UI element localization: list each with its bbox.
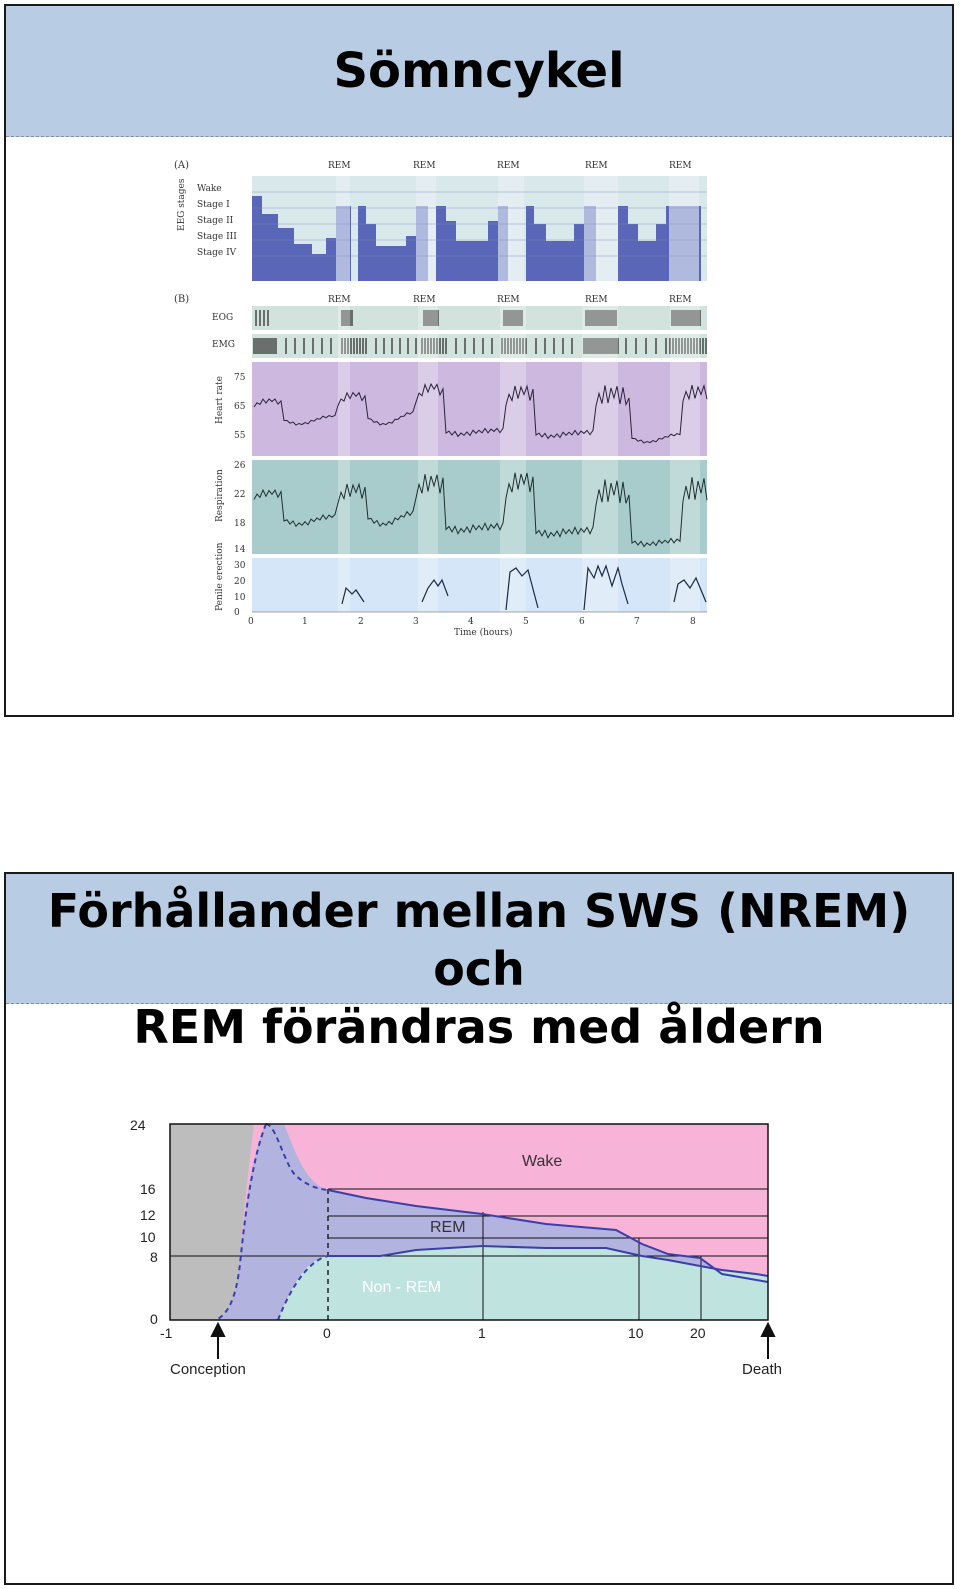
slide-title-line-1: Förhållander mellan SWS (NREM) och	[47, 884, 911, 996]
emg-trace	[252, 334, 707, 358]
heart-rate-tick: 75	[234, 373, 246, 383]
x-tick: 10	[628, 1325, 644, 1341]
time-tick: 6	[579, 617, 585, 627]
sleep-age-chart: Wake REM Non - REM 24 16 12 10 8 0 -1 0 …	[130, 1117, 782, 1378]
penile-tick: 0	[234, 608, 240, 618]
respiration-label: Respiration	[215, 469, 225, 522]
slide-sleep-cycle: Sömncykel (A) REM REM REM REM REM EEG st…	[4, 4, 954, 717]
y-tick: 10	[140, 1229, 156, 1245]
rem-label: REM	[413, 295, 436, 305]
penile-tick: 20	[234, 577, 246, 587]
panel-a-label: (A)	[174, 160, 189, 171]
y-tick: 12	[140, 1207, 156, 1223]
time-tick: 1	[302, 617, 308, 627]
hypnogram	[252, 176, 707, 281]
respiration-tick: 14	[234, 545, 246, 555]
heart-rate-tick: 55	[234, 431, 246, 441]
respiration-tick: 18	[234, 519, 246, 529]
prenatal-region	[170, 1124, 254, 1320]
rem-shading	[338, 306, 700, 612]
heart-rate-label: Heart rate	[215, 376, 225, 424]
y-tick: 24	[130, 1117, 146, 1133]
x-tick: -1	[160, 1325, 173, 1341]
rem-label: REM	[669, 161, 692, 171]
respiration-tick: 26	[234, 461, 246, 471]
heart-rate-ticks: 75 65 55	[234, 373, 246, 441]
x-tick: 1	[478, 1325, 486, 1341]
stage-labels: Wake Stage I Stage II Stage III Stage IV	[197, 184, 237, 258]
x-axis-ticks: -1 0 1 10 20	[160, 1325, 706, 1341]
emg-label: EMG	[212, 340, 235, 350]
nrem-region	[278, 1246, 768, 1320]
stage-label-3: Stage III	[197, 232, 237, 242]
time-axis: 0 1 2 3 4 5 6 7 8 Time (hours)	[248, 611, 707, 638]
chart-frame	[169, 1123, 769, 1321]
rem-label: REM	[585, 295, 608, 305]
sleep-cycle-figure: (A) REM REM REM REM REM EEG stages Wake …	[174, 160, 708, 638]
penile-panel	[252, 558, 707, 612]
x-tick: 20	[690, 1325, 706, 1341]
panel-b-label: (B)	[174, 294, 189, 305]
heart-rate-tick: 65	[234, 402, 246, 412]
stage-label-4: Stage IV	[197, 248, 237, 258]
y-tick: 16	[140, 1181, 156, 1197]
region-label-rem: REM	[430, 1219, 466, 1236]
penile-label: Penile erection	[215, 542, 225, 611]
rem-labels-a: REM REM REM REM REM	[328, 161, 692, 171]
region-label-nrem: Non - REM	[362, 1279, 441, 1296]
rem-label: REM	[497, 295, 520, 305]
rem-labels-b: REM REM REM REM REM	[328, 295, 692, 305]
prenatal-wake-boundary	[265, 1123, 329, 1191]
stage-label-1: Stage I	[197, 200, 230, 210]
conception-arrow-icon	[210, 1321, 226, 1359]
y-tick: 0	[150, 1311, 158, 1327]
time-tick: 8	[690, 617, 696, 627]
stage-label-2: Stage II	[197, 216, 234, 226]
rem-label: REM	[328, 161, 351, 171]
annotation-death: Death	[742, 1361, 782, 1378]
rem-label: REM	[585, 161, 608, 171]
time-tick: 3	[413, 617, 419, 627]
x-tick: 0	[323, 1325, 331, 1341]
time-tick: 7	[634, 617, 640, 627]
rem-label: REM	[497, 161, 520, 171]
penile-tick: 30	[234, 561, 246, 571]
time-tick: 4	[468, 617, 474, 627]
prenatal-nrem-boundary	[277, 1255, 329, 1321]
time-tick: 0	[248, 617, 254, 627]
respiration-line	[253, 472, 708, 548]
y-axis-ticks: 24 16 12 10 8 0	[130, 1117, 158, 1327]
rem-label: REM	[413, 161, 436, 171]
time-tick: 5	[523, 617, 529, 627]
stage-label-wake: Wake	[197, 184, 222, 194]
gridlines	[170, 1188, 768, 1320]
eog-trace	[252, 306, 707, 330]
penile-ticks: 30 20 10 0	[234, 561, 246, 618]
time-axis-label: Time (hours)	[454, 627, 513, 638]
penile-erection-lines	[341, 564, 707, 611]
rem-label: REM	[328, 295, 351, 305]
slide-title: Förhållander mellan SWS (NREM) och REM f…	[6, 874, 952, 1054]
eeg-axis-label: EEG stages	[177, 178, 187, 231]
y-tick: 8	[150, 1249, 158, 1265]
rem-nrem-boundary-line	[328, 1244, 769, 1277]
heart-rate-panel	[252, 362, 707, 456]
slide-title-line-2: REM förändras med åldern	[133, 1000, 825, 1054]
respiration-ticks: 26 22 18 14	[234, 461, 246, 555]
eog-label: EOG	[212, 313, 233, 323]
slide-title: Sömncykel	[6, 6, 952, 137]
annotation-conception: Conception	[170, 1361, 246, 1378]
respiration-tick: 22	[234, 490, 245, 500]
death-arrow-icon	[760, 1321, 776, 1359]
region-label-wake: Wake	[522, 1153, 562, 1170]
prenatal-rem-boundary	[215, 1123, 267, 1321]
respiration-panel	[252, 460, 707, 554]
heart-rate-line	[253, 382, 708, 444]
penile-tick: 10	[234, 593, 246, 603]
time-tick: 2	[358, 617, 364, 627]
wake-rem-boundary-line	[327, 1189, 769, 1283]
rem-label: REM	[669, 295, 692, 305]
slide-sleep-age: Förhållander mellan SWS (NREM) och REM f…	[4, 872, 954, 1585]
